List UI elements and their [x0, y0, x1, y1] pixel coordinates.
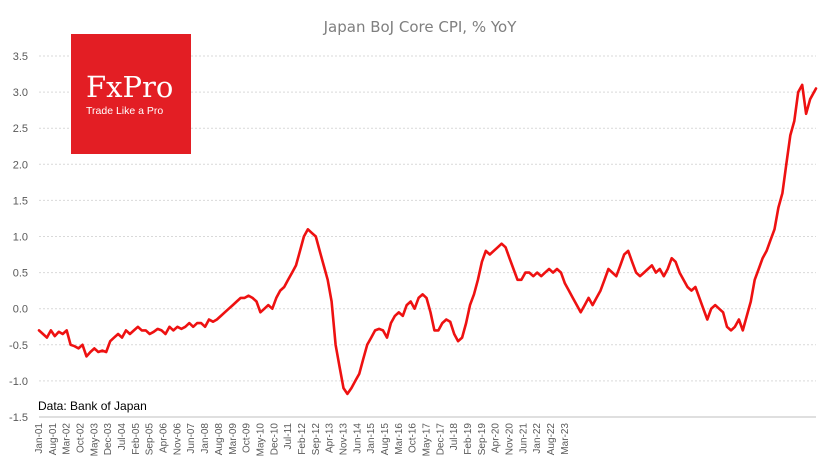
x-tick-label: Oct-16 [408, 423, 419, 453]
x-tick-label: Nov-20 [505, 423, 516, 456]
y-tick-label: 3.5 [13, 51, 28, 63]
logo-background [71, 34, 191, 154]
y-tick-label: 1.0 [13, 232, 28, 244]
y-tick-label: 0.5 [13, 268, 28, 280]
x-tick-label: Apr-13 [325, 423, 336, 453]
x-tick-label: Jun-07 [186, 423, 197, 454]
x-tick-label: Oct-09 [242, 423, 253, 453]
x-tick-label: May-17 [422, 423, 433, 457]
x-tick-label: Sep-19 [477, 423, 488, 456]
x-tick-label: Oct-02 [76, 423, 87, 453]
chart-title: Japan BoJ Core CPI, % YoY [323, 18, 518, 36]
y-tick-label: -1.5 [9, 412, 28, 424]
x-tick-label: Jan-22 [532, 423, 543, 454]
y-tick-label: 2.0 [13, 159, 28, 171]
x-tick-label: Jun-21 [518, 423, 529, 454]
y-tick-label: 0.0 [13, 304, 28, 316]
y-tick-label: 1.5 [13, 195, 28, 207]
x-tick-label: Feb-05 [131, 423, 142, 455]
x-tick-label: Jan-08 [200, 423, 211, 454]
x-tick-label: Jul-11 [283, 423, 294, 450]
x-tick-label: Jan-01 [34, 423, 45, 454]
x-tick-label: Mar-23 [560, 423, 571, 455]
x-tick-label: Jul-18 [449, 423, 460, 451]
x-tick-label: Nov-13 [338, 423, 349, 456]
x-tick-label: Nov-06 [172, 423, 183, 456]
x-tick-label: May-03 [89, 423, 100, 457]
x-tick-label: Feb-12 [297, 423, 308, 455]
y-axis-ticks: -1.5 -1.0 -0.5 0.0 0.5 1.0 1.5 2.0 2.5 3.0 3.5 [9, 51, 28, 424]
y-tick-label: -1.0 [9, 376, 28, 388]
logo-text: FxPro [86, 70, 173, 104]
x-tick-label: Apr-20 [491, 423, 502, 453]
logo-tagline: Trade Like a Pro [86, 105, 163, 117]
x-tick-label: Dec-03 [103, 423, 114, 456]
x-tick-label: Sep-12 [311, 423, 322, 456]
x-tick-label: Dec-17 [435, 423, 446, 456]
source-note: Data: Bank of Japan [38, 399, 147, 413]
x-tick-label: Jan-15 [366, 423, 377, 454]
x-tick-label: Aug-01 [48, 423, 59, 456]
y-tick-label: -0.5 [9, 340, 28, 352]
series-line [37, 83, 818, 396]
y-tick-label: 2.5 [13, 123, 28, 135]
x-tick-label: Sep-05 [145, 423, 156, 456]
x-tick-label: May-10 [255, 423, 266, 457]
x-axis-ticks: Jan-01 Aug-01 Mar-02 Oct-02 May-03 Dec-03 Jul-… [34, 423, 571, 457]
x-tick-label: Mar-16 [394, 423, 405, 455]
x-tick-label: Aug-22 [546, 423, 557, 456]
x-tick-label: Aug-15 [380, 423, 391, 456]
x-tick-label: Aug-08 [214, 423, 225, 456]
fxpro-logo: FxPro Trade Like a Pro [71, 34, 191, 154]
x-tick-label: Jul-04 [117, 423, 128, 451]
x-tick-label: Apr-06 [159, 423, 170, 453]
x-tick-label: Dec-10 [269, 423, 280, 456]
x-tick-label: Mar-09 [228, 423, 239, 455]
x-tick-label: Jun-14 [352, 423, 363, 454]
y-tick-label: 3.0 [13, 87, 28, 99]
x-tick-label: Feb-19 [463, 423, 474, 455]
x-tick-label: Mar-02 [62, 423, 73, 455]
